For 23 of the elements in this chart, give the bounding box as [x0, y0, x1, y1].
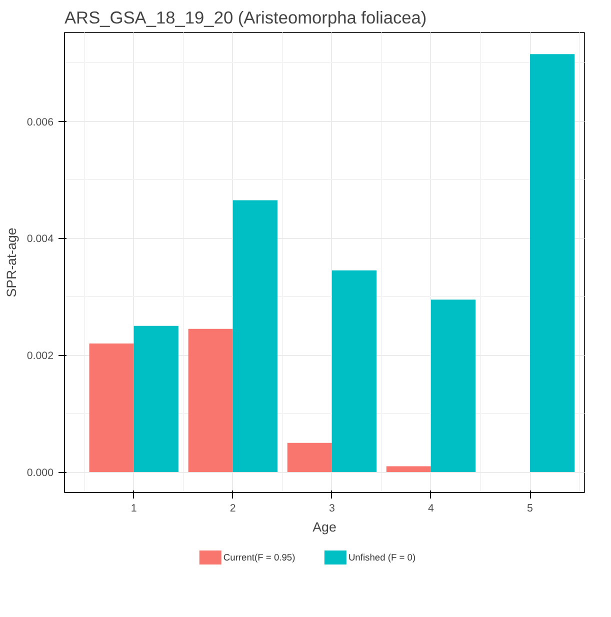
x-tick-label: 1: [130, 502, 137, 514]
legend-label: Current(F = 0.95): [223, 552, 296, 562]
x-axis-title: Age: [312, 520, 336, 534]
bar: [386, 466, 431, 472]
bar: [530, 54, 575, 472]
y-axis-title: SPR-at-age: [4, 228, 19, 298]
bar: [188, 328, 233, 472]
legend-label: Unfished (F = 0): [348, 552, 416, 562]
x-tick-label: 2: [230, 502, 236, 514]
x-tick-label: 3: [328, 502, 335, 514]
bar: [332, 270, 376, 472]
bar: [430, 300, 476, 472]
x-tick-label: 4: [428, 502, 434, 514]
bar: [232, 200, 278, 472]
chart-title: ARS_GSA_18_19_20 (Aristeomorpha foliacea): [64, 8, 427, 28]
bar: [89, 343, 134, 472]
y-tick-label: 0.000: [26, 467, 54, 480]
y-tick-label: 0.002: [26, 350, 54, 362]
bar: [287, 442, 332, 472]
y-tick-label: 0.004: [26, 233, 54, 246]
x-tick-label: 5: [527, 502, 534, 514]
y-tick-label: 0.006: [26, 116, 54, 128]
bar: [134, 326, 178, 472]
